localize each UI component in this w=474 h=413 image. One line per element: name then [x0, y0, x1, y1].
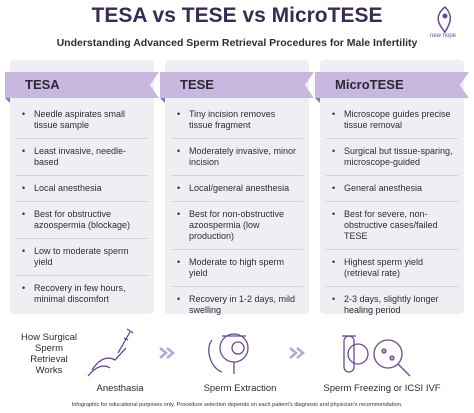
- list-item: • Best for obstructive azoospermia (block…: [16, 202, 148, 239]
- subtitle: Understanding Advanced Sperm Retrieval P…: [56, 37, 418, 49]
- bullet: •: [22, 109, 26, 119]
- bullet: •: [332, 257, 336, 267]
- bullet: •: [177, 294, 181, 304]
- item-text: Needle aspirates small tissue sample: [34, 109, 126, 130]
- list-item: • Recovery in few hours, minimal discomfo…: [16, 276, 148, 312]
- list-item: • Moderate to high sperm yield: [171, 250, 303, 287]
- process-icons: [87, 328, 411, 377]
- ribbon-fold: [315, 98, 320, 103]
- list-item: • Recovery in 1-2 days, mild swelling: [171, 287, 303, 323]
- footnote: Infographic for educational purposes onl…: [71, 402, 403, 408]
- item-text: Moderately invasive, minor incision: [189, 146, 297, 167]
- bullet: •: [22, 246, 26, 256]
- column-header: MicroTESE: [315, 72, 469, 98]
- list-item: • Surgical but tissue-sparing, microscope…: [326, 139, 458, 176]
- list-item: • Local anesthesia: [16, 176, 148, 202]
- bullet: •: [332, 294, 336, 304]
- item-text: Least invasive, needle-based: [34, 146, 127, 167]
- bullet: •: [332, 209, 336, 219]
- step-label: Sperm Extraction: [203, 383, 277, 394]
- bullet: •: [332, 183, 336, 193]
- list-item: • Highest sperm yield (retrieval rate): [326, 250, 458, 287]
- item-text: Microscope guides precise tissue removal: [344, 109, 451, 130]
- list-item: • Best for non-obstructive azoospermia (l…: [171, 202, 303, 250]
- item-text: Moderate to high sperm yield: [189, 257, 285, 278]
- bullet: •: [332, 109, 336, 119]
- item-list: • Tiny incision removes tissue fragment • M…: [171, 102, 303, 323]
- item-text: Best for non-obstructive azoospermia (lo…: [189, 209, 285, 241]
- item-text: Best for obstructive azoospermia (blocka…: [34, 209, 131, 230]
- item-text: Best for severe, non-obstructive cases/f…: [344, 209, 438, 241]
- list-item: • Low to moderate sperm yield: [16, 239, 148, 276]
- list-item: • Microscope guides precise tissue remova…: [326, 102, 458, 139]
- bullet: •: [22, 283, 26, 293]
- list-item: • Needle aspirates small tissue sample: [16, 102, 148, 139]
- item-text: Tiny incision removes tissue fragment: [189, 109, 276, 130]
- list-item: • Local/general anesthesia: [171, 176, 303, 202]
- title: TESA vs TESE vs MicroTESE: [91, 4, 383, 27]
- list-item: • Least invasive, needle-based: [16, 139, 148, 176]
- column-header: TESA: [5, 72, 159, 98]
- bullet: •: [332, 146, 336, 156]
- item-text: 2-3 days, slightly longer healing period: [344, 294, 439, 315]
- step-label: Sperm Freezing or ICSI IVF: [323, 383, 441, 394]
- item-text: Local/general anesthesia: [189, 183, 290, 193]
- bullet: •: [177, 109, 181, 119]
- column: TESA • Needle aspirates small tissue sampl…: [5, 60, 159, 314]
- item-list: • Microscope guides precise tissue remova…: [326, 102, 458, 323]
- column: MicroTESE • Microscope guides precise tiss…: [315, 60, 469, 315]
- ribbon-fold: [160, 98, 165, 103]
- item-text: Recovery in 1-2 days, mild swelling: [189, 294, 296, 315]
- item-text: Recovery in few hours, minimal discomfor…: [34, 283, 126, 304]
- list-item: • Moderately invasive, minor incision: [171, 139, 303, 176]
- ribbon-fold: [5, 98, 10, 103]
- item-text: Low to moderate sperm yield: [34, 246, 129, 267]
- item-text: Surgical but tissue-sparing, microscope-…: [344, 146, 453, 167]
- item-text: Highest sperm yield (retrieval rate): [344, 257, 424, 278]
- column: TESE • Tiny incision removes tissue fragme…: [160, 60, 314, 315]
- logo-icon: [437, 5, 452, 34]
- step-label: Anesthasia: [96, 383, 144, 394]
- item-list: • Needle aspirates small tissue sample • Le…: [16, 102, 148, 312]
- column-header: TESE: [160, 72, 314, 98]
- bullet: •: [22, 209, 26, 219]
- bullet: •: [22, 183, 26, 193]
- bullet: •: [177, 146, 181, 156]
- bullet: •: [177, 257, 181, 267]
- logo-text: new hope: [429, 33, 457, 39]
- bullet: •: [177, 183, 181, 193]
- process-title: How Surgical Sperm Retrieval Works: [21, 332, 77, 376]
- list-item: • General anesthesia: [326, 176, 458, 202]
- bullet: •: [22, 146, 26, 156]
- item-text: General anesthesia: [344, 183, 423, 193]
- bullet: •: [177, 209, 181, 219]
- list-item: • 2-3 days, slightly longer healing perio…: [326, 287, 458, 323]
- list-item: • Best for severe, non-obstructive cases/…: [326, 202, 458, 250]
- list-item: • Tiny incision removes tissue fragment: [171, 102, 303, 139]
- item-text: Local anesthesia: [34, 183, 102, 193]
